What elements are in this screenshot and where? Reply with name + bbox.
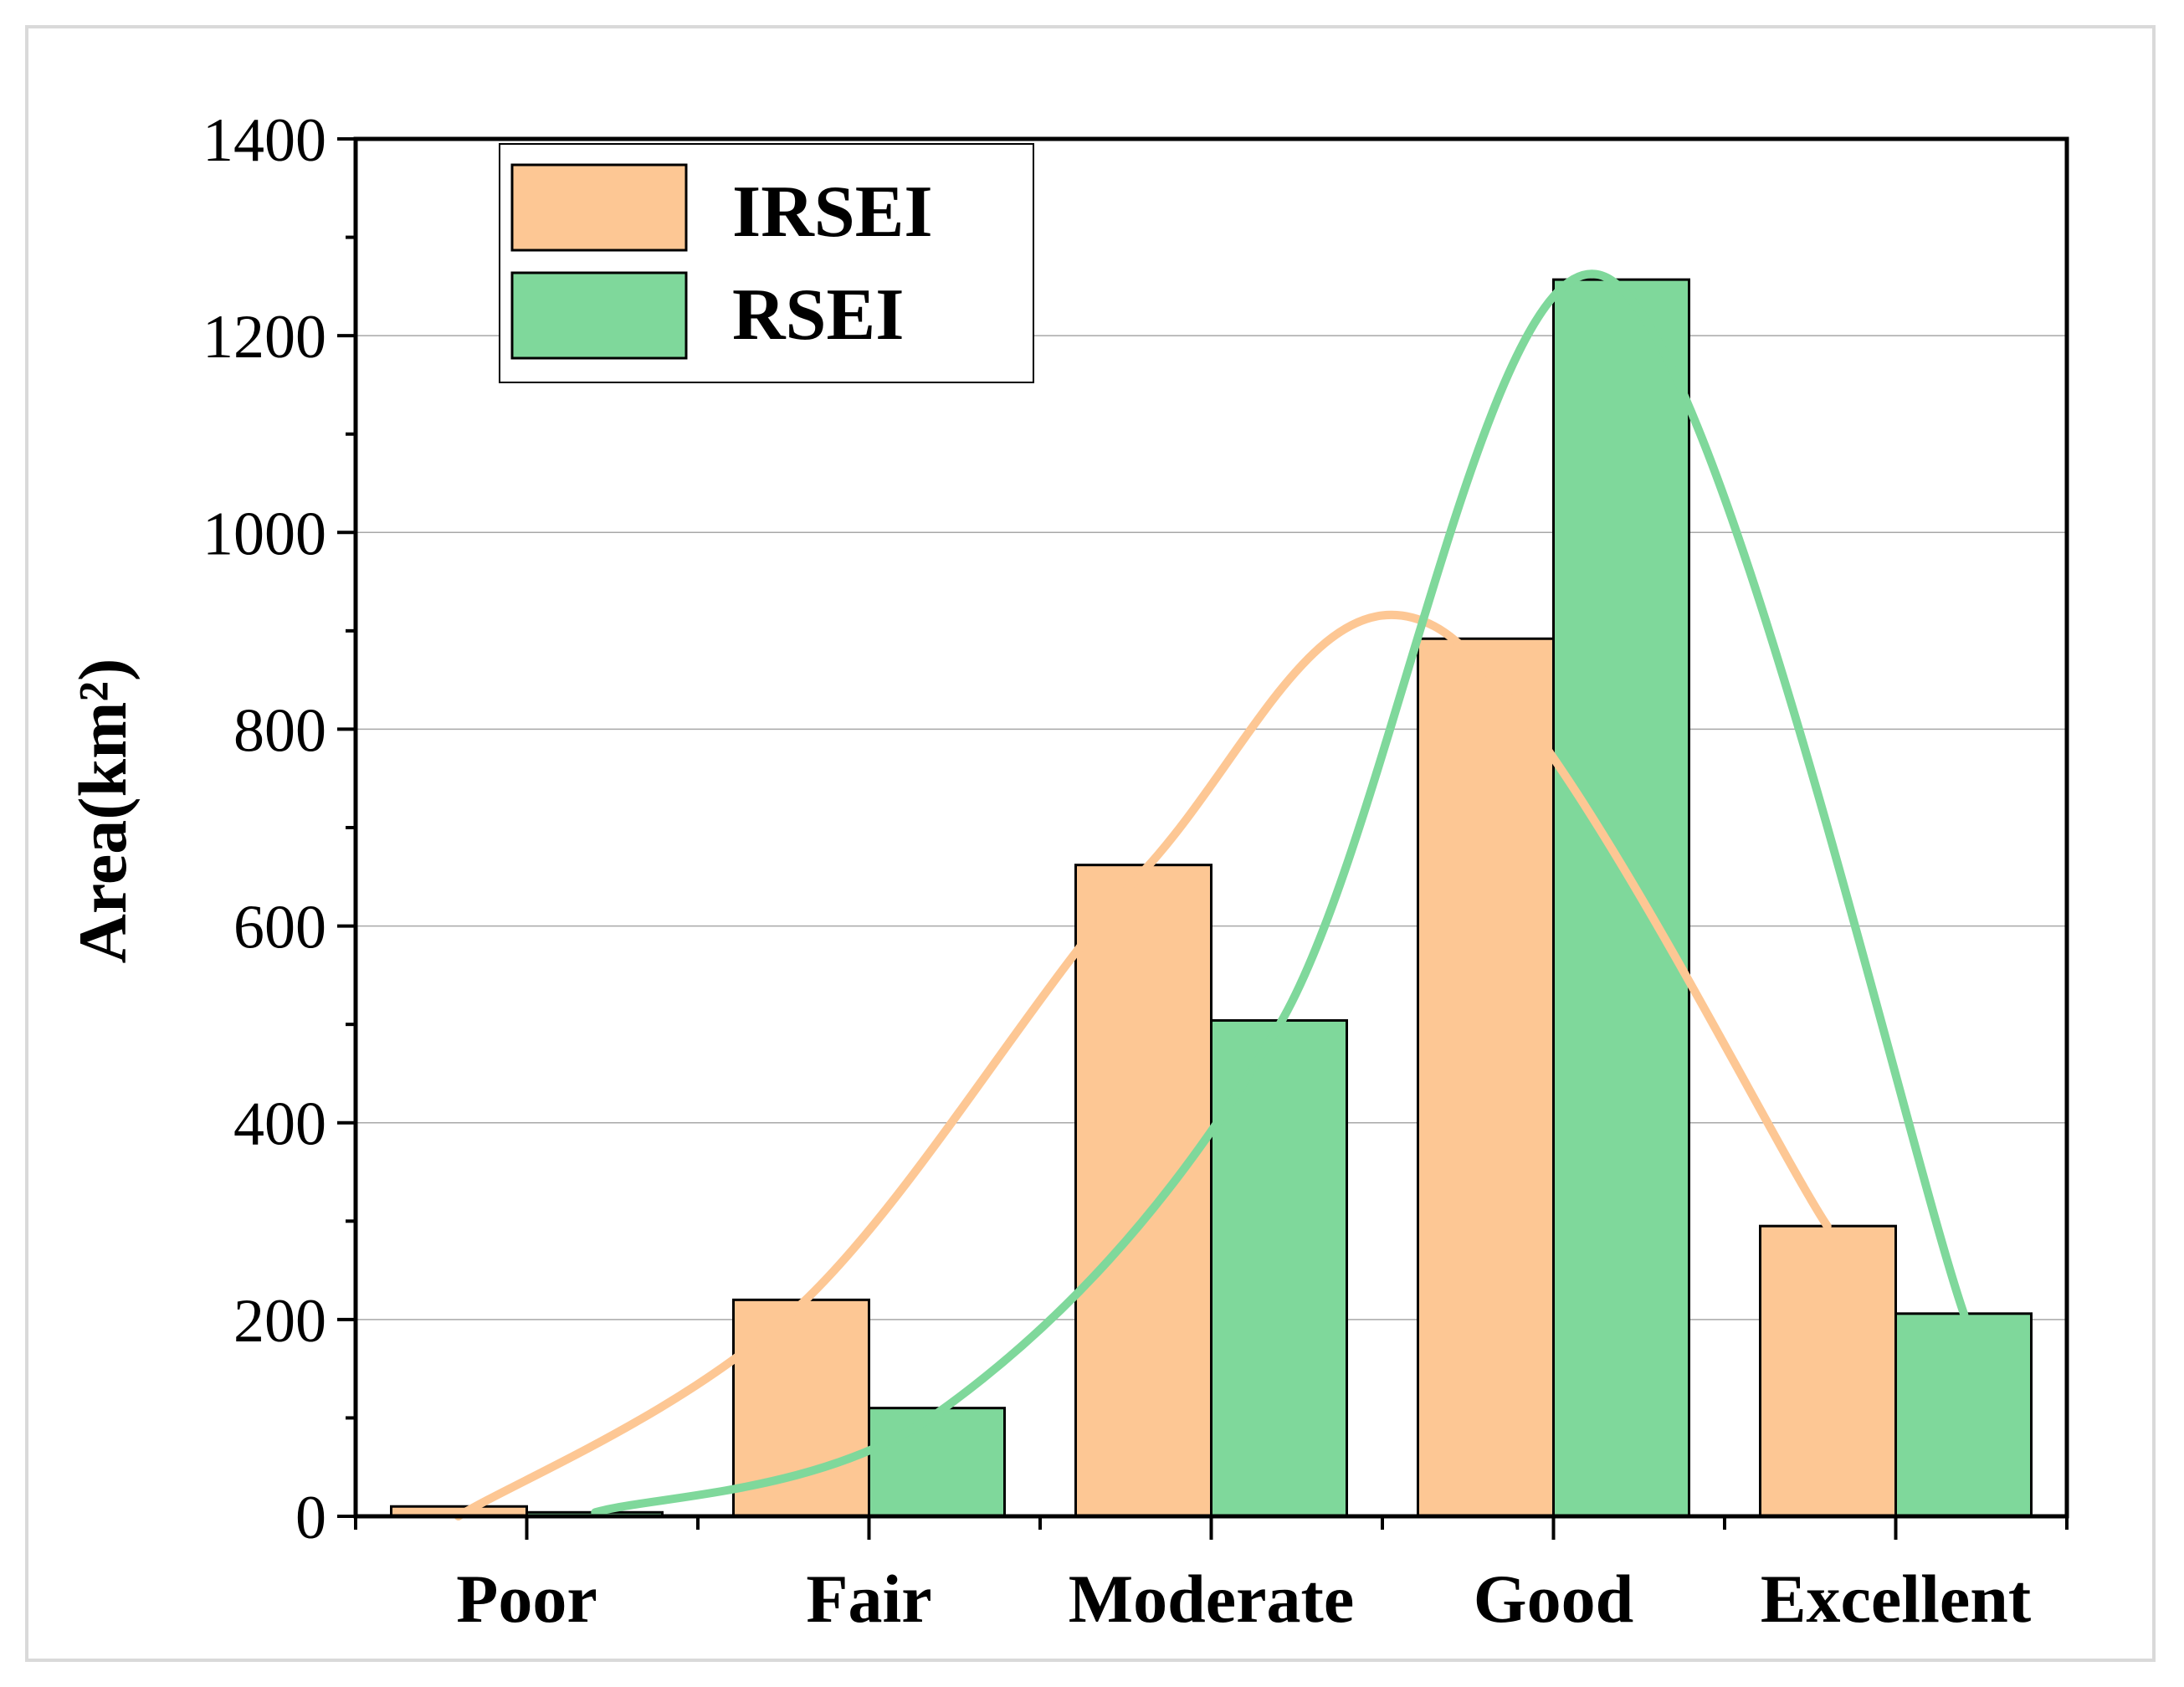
chart-frame <box>25 25 2156 1662</box>
legend-swatch-rsei <box>510 271 688 360</box>
legend-swatch-irsei <box>510 163 688 252</box>
x-tick-labels: Poor Fair Moderate Good Excellent <box>456 1561 2031 1637</box>
curve-irsei <box>454 610 1832 1520</box>
y-tick-labels: 0 200 400 600 800 1000 1200 1400 <box>203 106 326 1552</box>
x-tick-label: Poor <box>456 1561 597 1637</box>
y-tick-label: 600 <box>233 894 326 962</box>
x-tick-label: Fair <box>806 1561 931 1637</box>
smooth-curves <box>454 269 1969 1520</box>
bar-irsei-excellent <box>1759 1224 1897 1518</box>
y-tick-label: 0 <box>295 1484 326 1552</box>
y-tick-label: 800 <box>233 696 326 765</box>
y-tick-label: 400 <box>233 1090 326 1159</box>
x-tick-label: Moderate <box>1069 1561 1355 1637</box>
y-axis-label: Area(km²) <box>64 659 141 964</box>
y-tick-label: 1400 <box>203 106 326 175</box>
bar-irsei-moderate <box>1074 864 1212 1518</box>
legend-label-rsei: RSEI <box>732 274 904 356</box>
bar-irsei-good <box>1417 637 1555 1518</box>
axes <box>337 136 2069 1540</box>
bar-rsei-good <box>1552 278 1690 1518</box>
x-tick-label: Excellent <box>1761 1561 2031 1637</box>
y-tick-label: 200 <box>233 1287 326 1356</box>
legend: IRSEI RSEI <box>499 143 1034 383</box>
bar-rsei-excellent <box>1894 1312 2033 1518</box>
y-tick-label: 1200 <box>203 303 326 372</box>
curve-rsei <box>591 269 1969 1517</box>
x-tick-label: Good <box>1474 1561 1633 1637</box>
legend-label-irsei: IRSEI <box>732 172 933 253</box>
y-tick-label: 1000 <box>203 500 326 568</box>
bars <box>390 278 2033 1518</box>
bar-rsei-fair <box>868 1407 1006 1518</box>
